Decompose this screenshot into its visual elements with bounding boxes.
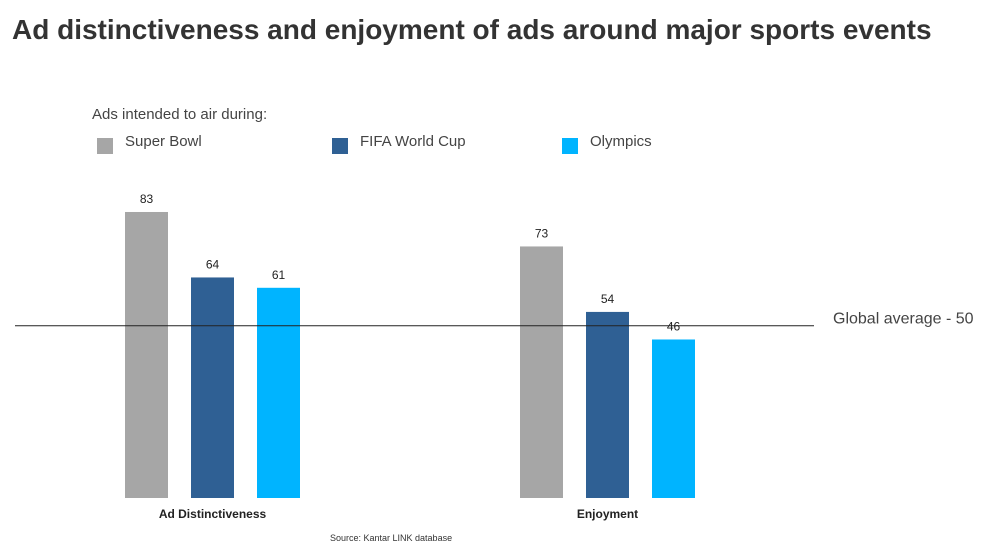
legend-swatch [332,138,348,154]
legend-label: Olympics [590,133,652,150]
bar [191,277,234,498]
chart-title: Ad distinctiveness and enjoyment of ads … [12,14,932,45]
legend-swatch [562,138,578,154]
data-label: 64 [206,257,220,271]
legend-label: FIFA World Cup [360,133,466,150]
global-average-label: Global average - 50 [833,311,974,328]
category-label: Ad Distinctiveness [159,507,267,521]
data-label: 46 [667,319,681,333]
legend-title: Ads intended to air during: [92,106,268,123]
data-label: 54 [601,292,615,306]
legend-label: Super Bowl [125,133,202,150]
data-label: 73 [535,226,549,240]
data-label: 83 [140,192,154,206]
legend-swatch [97,138,113,154]
bar [125,211,168,498]
bar [257,287,300,498]
data-label: 61 [272,268,286,282]
category-label: Enjoyment [577,507,638,521]
bar [520,246,563,498]
source-note: Source: Kantar LINK database [330,533,453,543]
bar [652,339,695,498]
bar [586,311,629,498]
